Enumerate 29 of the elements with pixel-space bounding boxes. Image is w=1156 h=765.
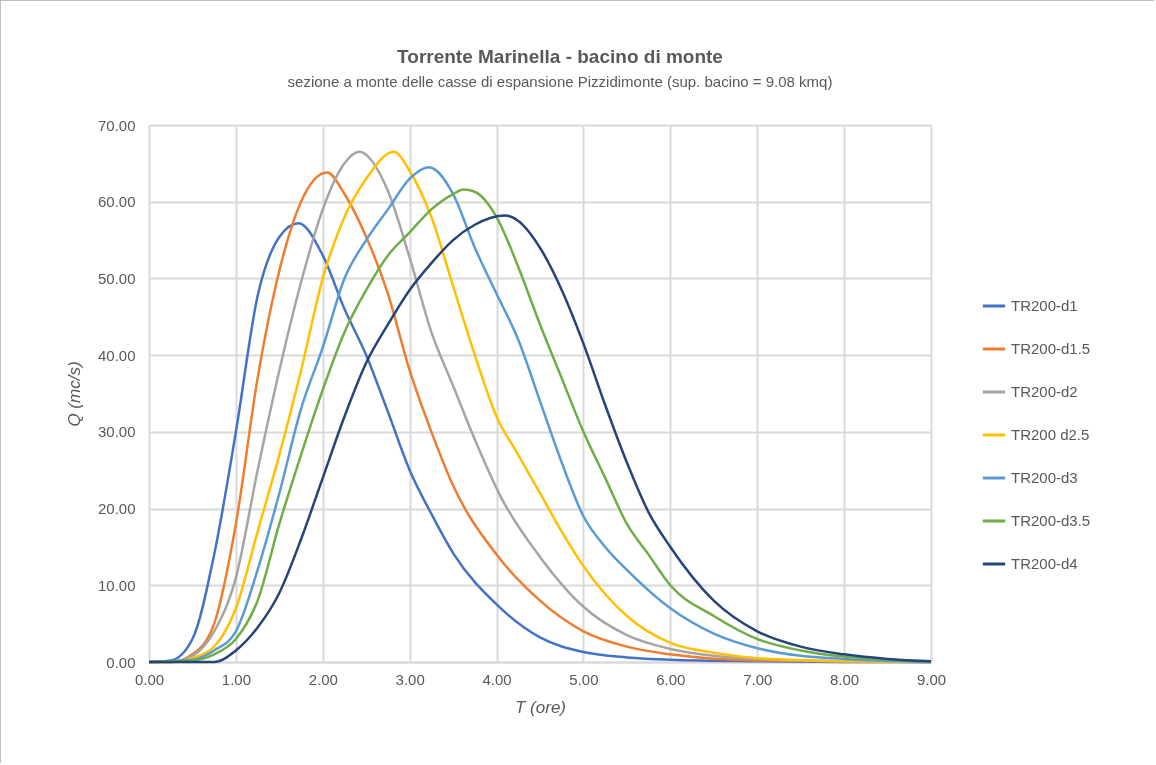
y-tick-label: 10.00 <box>97 576 136 594</box>
y-tick-label: 70.00 <box>97 116 136 134</box>
y-tick-label: 40.00 <box>97 346 136 364</box>
x-tick-label: 4.00 <box>482 670 512 688</box>
legend-label: TR200 d2.5 <box>1011 426 1090 443</box>
y-axis-title: Q (mc/s) <box>64 361 84 427</box>
legend-label: TR200-d1.5 <box>1011 340 1091 357</box>
x-tick-label: 2.00 <box>308 670 338 688</box>
x-tick-label: 5.00 <box>569 670 599 688</box>
x-tick-label: 9.00 <box>916 670 947 688</box>
chart-title: Torrente Marinella - bacino di monte <box>397 46 723 67</box>
y-tick-label: 30.00 <box>97 423 136 441</box>
y-tick-label: 0.00 <box>106 653 136 671</box>
legend-label: TR200-d2 <box>1011 383 1078 400</box>
legend-label: TR200-d4 <box>1011 555 1078 572</box>
x-tick-label: 3.00 <box>395 670 425 688</box>
legend-label: TR200-d3 <box>1011 469 1078 486</box>
x-tick-label: 8.00 <box>830 670 860 688</box>
legend-label: TR200-d3.5 <box>1011 512 1091 529</box>
legend-label: TR200-d1 <box>1011 297 1078 314</box>
x-tick-label: 1.00 <box>221 670 251 688</box>
y-tick-label: 20.00 <box>97 500 136 518</box>
x-tick-label: 6.00 <box>656 670 686 688</box>
y-tick-label: 60.00 <box>97 193 136 211</box>
x-axis-title: T (ore) <box>515 697 566 717</box>
x-tick-label: 0.00 <box>134 670 165 688</box>
chart-subtitle: sezione a monte delle casse di espansione Pizzidimonte (sup. bacino = 9.08 kmq) <box>287 73 833 90</box>
x-tick-label: 7.00 <box>743 670 773 688</box>
y-tick-label: 50.00 <box>97 269 136 287</box>
